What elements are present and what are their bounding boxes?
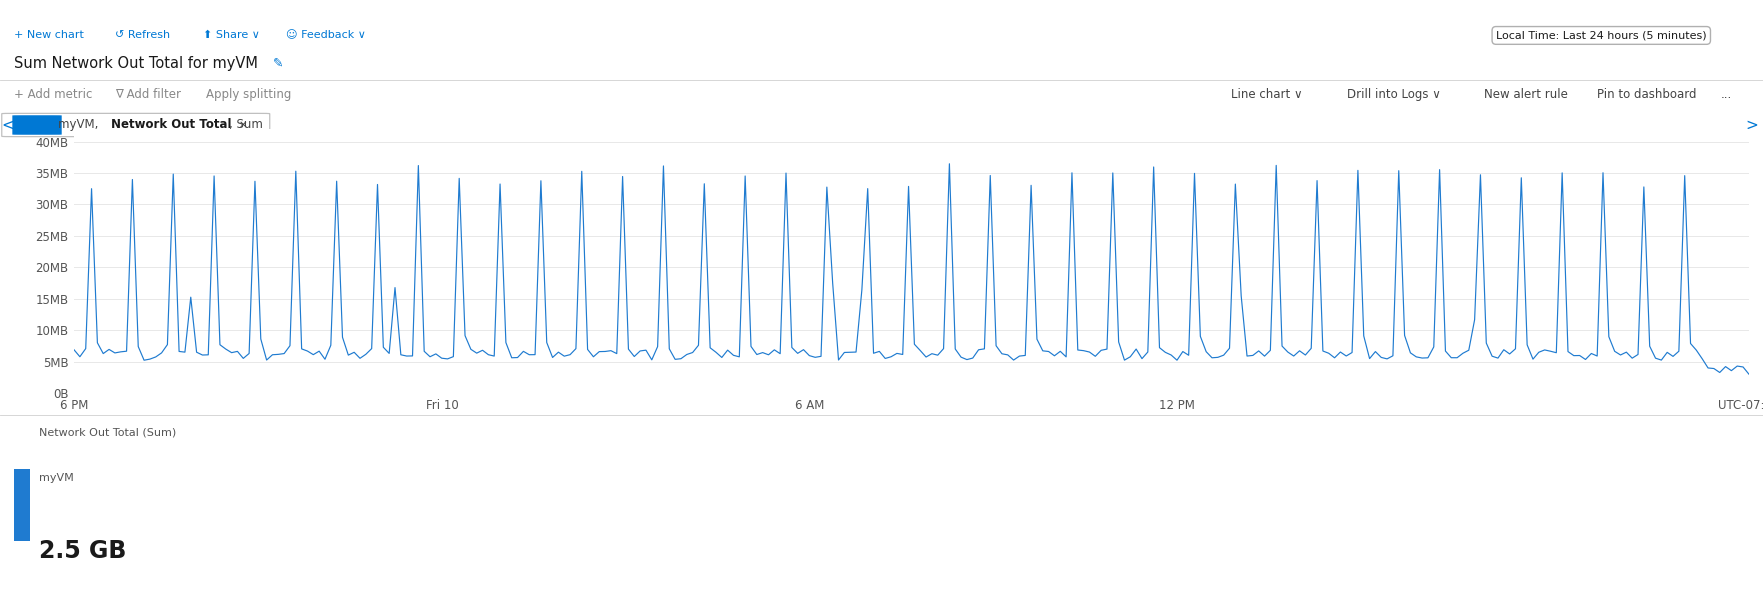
Text: + New chart: + New chart [14, 31, 85, 40]
Text: Pin to dashboard: Pin to dashboard [1597, 88, 1696, 101]
FancyBboxPatch shape [2, 113, 270, 136]
Text: Network Out Total (Sum): Network Out Total (Sum) [39, 428, 176, 438]
Text: <: < [2, 118, 14, 133]
Text: Network Out Total: Network Out Total [111, 118, 231, 131]
Text: >: > [1745, 118, 1758, 133]
Text: , Sum: , Sum [229, 118, 263, 131]
Text: ...: ... [1721, 88, 1731, 101]
Text: Sum Network Out Total for myVM: Sum Network Out Total for myVM [14, 56, 257, 71]
FancyBboxPatch shape [12, 115, 62, 135]
Text: Line chart ∨: Line chart ∨ [1231, 88, 1303, 101]
Text: ↺ Refresh: ↺ Refresh [115, 31, 169, 40]
Text: ∇ Add filter: ∇ Add filter [115, 88, 180, 101]
Text: ⬆ Share ∨: ⬆ Share ∨ [203, 31, 259, 40]
Text: myVM,: myVM, [58, 118, 102, 131]
Bar [14, 469, 30, 541]
Text: Apply splitting: Apply splitting [206, 88, 291, 101]
Text: myVM: myVM [39, 472, 74, 483]
Text: Drill into Logs ∨: Drill into Logs ∨ [1347, 88, 1440, 101]
Text: + Add metric: + Add metric [14, 88, 92, 101]
Text: ✕: ✕ [240, 119, 247, 129]
Text: ✎: ✎ [273, 57, 284, 70]
Text: Local Time: Last 24 hours (5 minutes): Local Time: Last 24 hours (5 minutes) [1497, 31, 1707, 40]
Text: New alert rule: New alert rule [1484, 88, 1569, 101]
Text: ☺ Feedback ∨: ☺ Feedback ∨ [286, 31, 365, 40]
Text: 2.5 GB: 2.5 GB [39, 539, 127, 563]
